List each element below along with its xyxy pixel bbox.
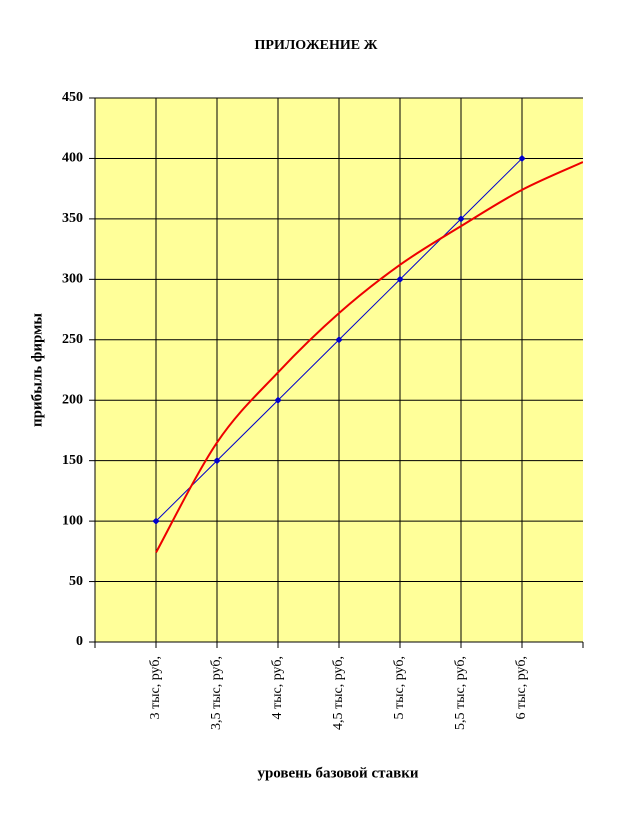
x-tick-label: 4 тыс, руб, <box>270 656 285 720</box>
y-tick-label: 400 <box>62 151 83 166</box>
y-axis-label: прибыль фирмы <box>29 313 45 427</box>
x-tick-label: 3 тыс, руб, <box>148 656 163 720</box>
y-tick-label: 0 <box>76 634 83 649</box>
x-tick-label: 6 тыс, руб, <box>514 656 529 720</box>
y-tick-label: 200 <box>62 392 83 407</box>
point <box>335 336 343 344</box>
y-tick-label: 250 <box>62 332 83 347</box>
y-tick-label: 50 <box>69 574 83 589</box>
y-tick-label: 150 <box>62 453 83 468</box>
point <box>274 396 282 404</box>
series-line <box>155 161 583 554</box>
point <box>152 517 160 525</box>
x-tick-label: 4,5 тыс, руб, <box>331 656 346 730</box>
chart-title: ПРИЛОЖЕНИЕ Ж <box>255 38 378 53</box>
x-axis-label: уровень базовой ставки <box>257 765 418 781</box>
point <box>213 457 221 465</box>
x-tick-label: 3,5 тыс, руб, <box>209 656 224 730</box>
x-tick-label: 5 тыс, руб, <box>392 656 407 720</box>
point <box>396 275 404 283</box>
point <box>518 154 526 162</box>
point <box>457 215 465 223</box>
y-tick-label: 450 <box>62 90 83 105</box>
y-tick-label: 300 <box>62 272 83 287</box>
y-tick-label: 100 <box>62 513 83 528</box>
y-tick-label: 350 <box>62 211 83 226</box>
x-tick-label: 5,5 тыс, руб, <box>453 656 468 730</box>
